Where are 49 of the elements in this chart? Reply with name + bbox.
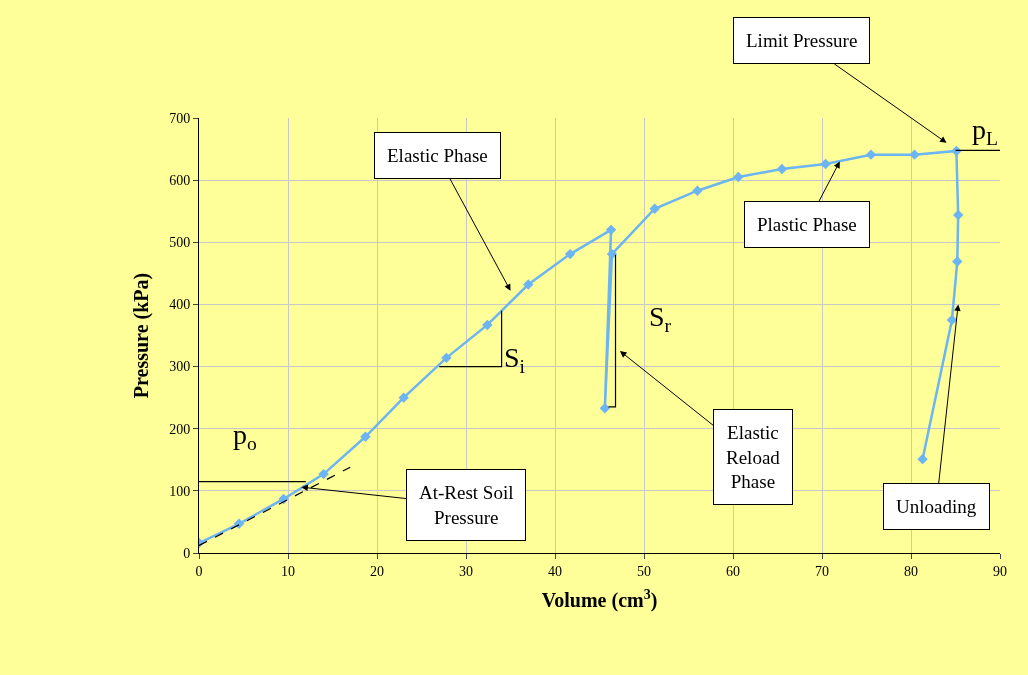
point [909,149,920,160]
x-tick-label: 40 [548,563,562,579]
point [952,209,964,221]
x-tick-label: 60 [726,563,740,579]
annotation: Elastic Reload Phase [726,422,781,493]
y-tick-label: 400 [169,297,191,313]
point [946,314,958,326]
point [523,279,534,290]
point [692,185,703,196]
x-tick-label: 80 [904,563,918,579]
annotation: At-Rest Soil Pressure [419,482,514,528]
point [441,352,452,364]
point [917,453,928,465]
point [482,319,493,331]
point [599,403,611,414]
annotation: Plastic Phase [757,214,857,235]
x-axis-title: Volume (cm$^{3}$) [541,586,658,613]
annotation: S$_{i}$ [504,342,526,377]
y-tick-label: 200 [169,421,191,437]
y-tick-label: 500 [169,235,191,251]
x-tick-label: 0 [195,563,203,579]
x-tick-label: 90 [993,563,1007,579]
point [564,248,576,260]
y-axis-title: Pressure (kPa) [129,272,153,399]
point [733,171,744,183]
annotation: S$_{r}$ [649,301,672,336]
x-tick-label: 20 [370,563,384,579]
y-tick-label: 300 [169,359,191,375]
point [649,203,660,214]
annotation: p$_{L}$ [972,114,998,149]
y-tick-label: 100 [169,483,191,499]
x-tick-label: 10 [281,563,295,579]
annotation: Unloading [896,496,977,517]
y-tick-label: 0 [183,545,191,561]
point [776,163,788,175]
point [233,518,245,529]
y-tick-label: 700 [169,110,191,126]
annotation: p$_{o}$ [233,419,257,454]
point [952,256,963,267]
point [398,392,409,403]
y-tick-label: 600 [169,173,191,189]
annotation: Elastic Phase [387,145,488,166]
point [360,431,371,442]
x-tick-label: 70 [815,563,829,579]
point [820,158,831,170]
point [318,468,329,480]
x-tick-label: 50 [637,563,651,579]
x-tick-label: 30 [459,563,473,579]
text: Limit Pressure [746,30,858,51]
